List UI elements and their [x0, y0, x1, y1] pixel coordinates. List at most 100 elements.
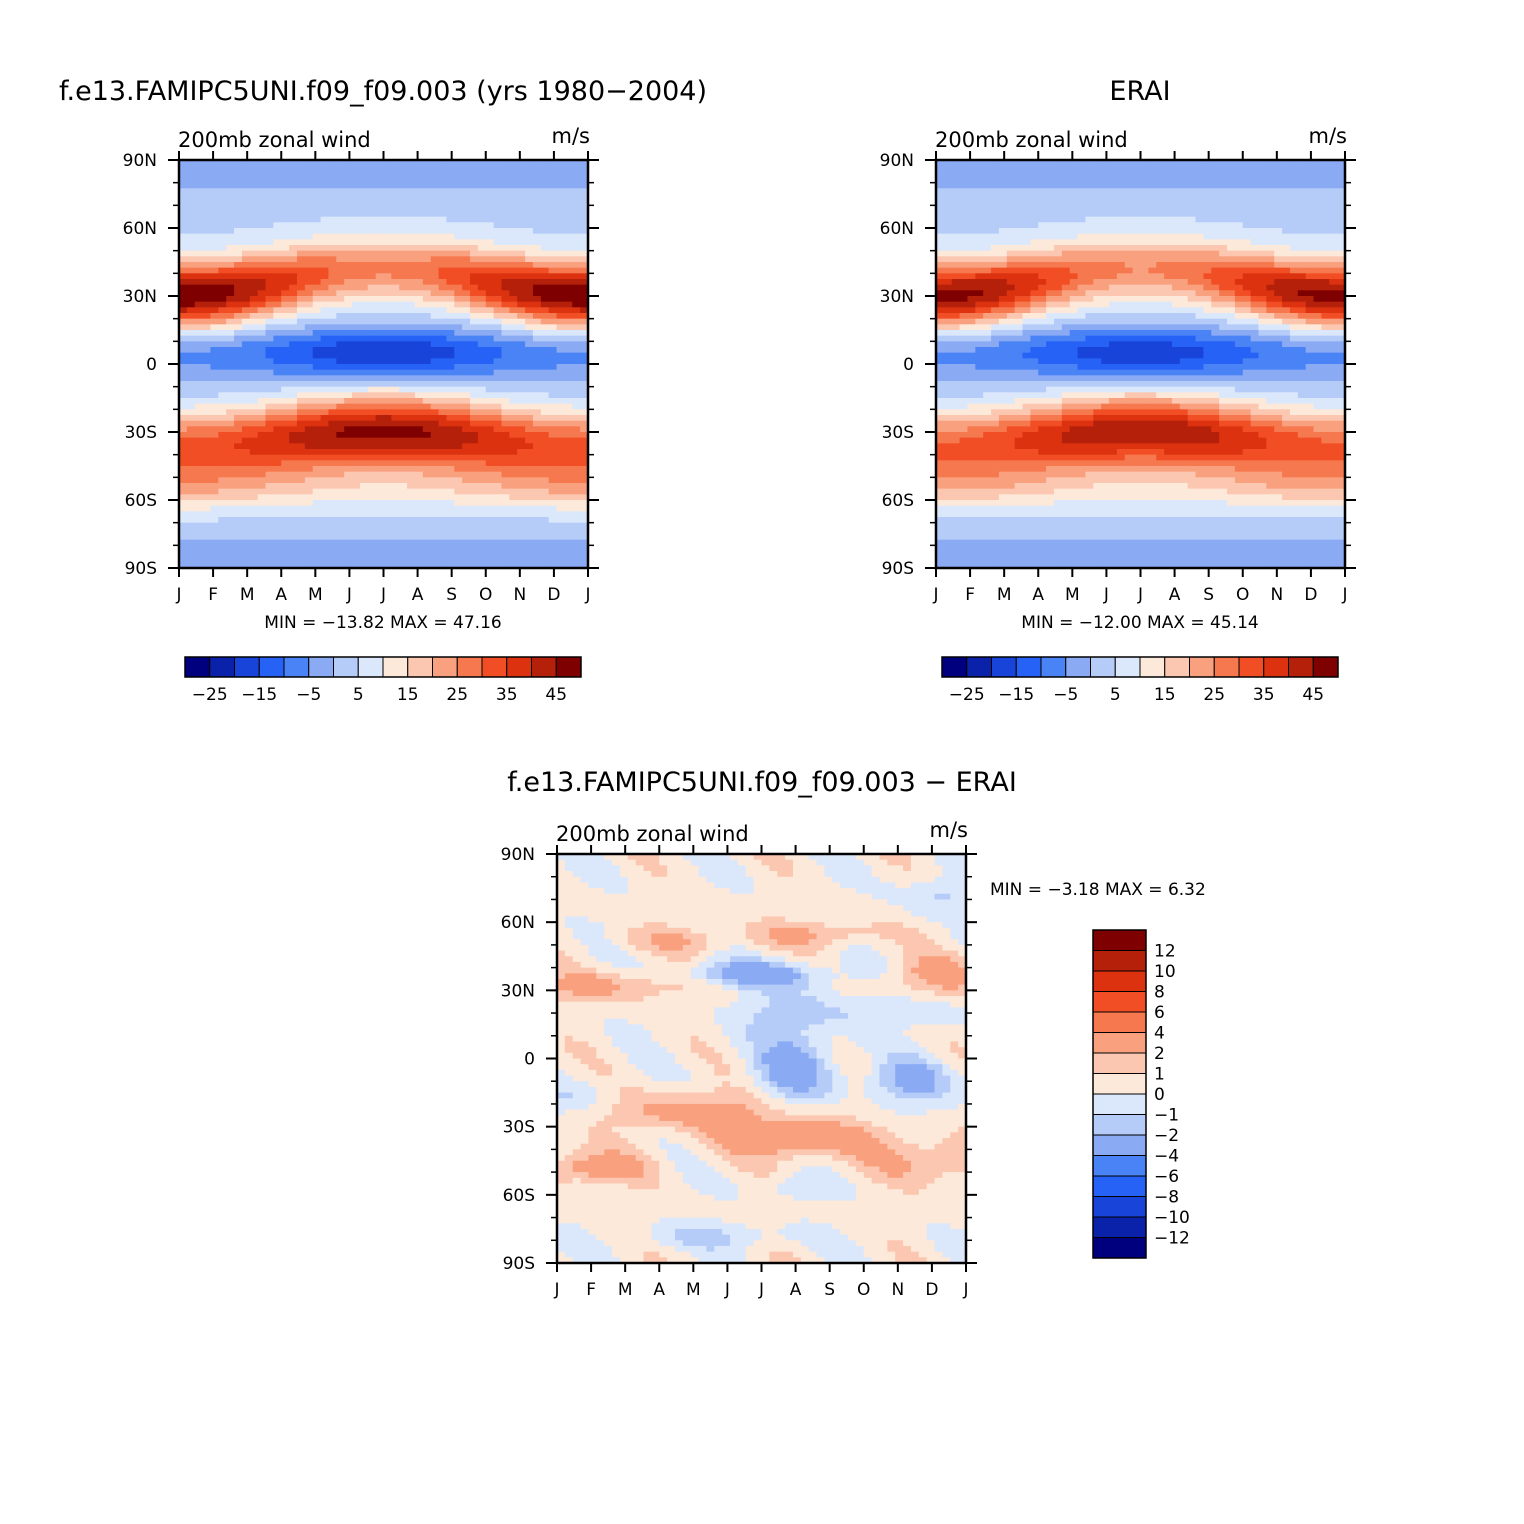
obs-cell: [1305, 250, 1315, 257]
model-cell: [462, 318, 471, 325]
model-cell: [422, 284, 432, 291]
model-cell: [446, 267, 455, 274]
obs-cell: [1006, 245, 1016, 252]
model-cell: [234, 296, 243, 303]
model-cell: [281, 188, 290, 195]
model-cell: [430, 545, 440, 552]
model-cell: [179, 517, 188, 524]
obs-cell: [967, 199, 976, 206]
model-cell: [485, 381, 495, 388]
model-cell: [249, 324, 259, 331]
obs-cell: [1250, 165, 1260, 172]
obs-cell: [991, 245, 1000, 252]
model-cell: [399, 199, 408, 206]
model-cell: [525, 245, 534, 252]
obs-cell: [1234, 262, 1244, 269]
model-cell: [493, 318, 503, 325]
model-cell: [218, 222, 227, 229]
model-cell: [289, 165, 298, 172]
model-cell: [414, 358, 424, 365]
model-cell: [572, 494, 581, 501]
model-cell: [525, 539, 534, 546]
obs-cell: [975, 188, 984, 195]
model-cell: [234, 477, 243, 484]
model-cell: [210, 488, 219, 495]
model-cell: [257, 194, 267, 201]
model-cell: [202, 279, 212, 286]
obs-cell: [1006, 165, 1016, 172]
obs-cell: [1313, 273, 1323, 280]
model-cell: [312, 358, 322, 365]
obs-cell: [951, 262, 961, 269]
model-cell: [525, 352, 534, 359]
obs-cell: [943, 245, 953, 252]
model-cell: [399, 228, 408, 235]
model-cell: [257, 205, 267, 212]
model-cell: [273, 392, 282, 399]
obs-cell: [1195, 216, 1205, 223]
model-cell: [517, 528, 526, 535]
model-cell: [540, 460, 550, 467]
obs-cell: [1337, 245, 1346, 252]
model-cell: [414, 534, 424, 541]
obs-cell: [1258, 256, 1267, 263]
model-cell: [414, 488, 424, 495]
model-cell: [422, 352, 432, 359]
model-cell: [446, 233, 455, 240]
model-cell: [281, 177, 290, 184]
model-cell: [517, 556, 526, 563]
obs-cell: [1329, 273, 1338, 280]
obs-cell: [1077, 222, 1087, 229]
model-cell: [532, 494, 542, 501]
model-cell: [407, 284, 416, 291]
obs-cell: [1014, 211, 1024, 218]
model-cell: [375, 267, 385, 274]
model-cell: [454, 454, 463, 461]
model-cell: [532, 528, 542, 535]
model-cell: [186, 262, 196, 269]
model-cell: [509, 199, 518, 206]
model-cell: [304, 432, 314, 439]
model-cell: [296, 505, 306, 512]
panel1-left-label: 200mb zonal wind: [178, 128, 371, 152]
model-cell: [226, 449, 235, 456]
model-cell: [194, 494, 204, 501]
model-cell: [273, 245, 282, 252]
obs-cell: [936, 205, 945, 212]
model-cell: [202, 250, 212, 257]
model-cell: [328, 177, 337, 184]
model-cell: [422, 466, 432, 473]
obs-cell: [1038, 256, 1047, 263]
model-cell: [540, 539, 550, 546]
model-cell: [430, 471, 440, 478]
model-cell: [249, 290, 259, 297]
model-cell: [218, 386, 227, 393]
model-cell: [265, 211, 274, 218]
model-cell: [517, 228, 526, 235]
obs-cell: [1179, 233, 1189, 240]
model-cell: [367, 364, 377, 371]
model-cell: [296, 341, 306, 348]
model-cell: [265, 313, 274, 320]
model-cell: [407, 279, 416, 286]
model-cell: [399, 392, 408, 399]
obs-cell: [1124, 205, 1134, 212]
model-cell: [202, 392, 212, 399]
model-cell: [532, 562, 542, 569]
model-cell: [186, 364, 196, 371]
model-cell: [556, 313, 566, 320]
model-cell: [320, 426, 330, 433]
model-cell: [391, 437, 400, 444]
obs-cell: [1116, 262, 1126, 269]
model-cell: [234, 443, 243, 450]
model-cell: [470, 177, 479, 184]
model-cell: [296, 307, 306, 314]
model-cell: [556, 415, 566, 422]
obs-cell: [1234, 171, 1244, 178]
obs-cell: [1156, 182, 1165, 189]
model-cell: [485, 545, 495, 552]
obs-cell: [1282, 211, 1291, 218]
model-cell: [509, 415, 518, 422]
model-cell: [422, 392, 432, 399]
model-cell: [383, 239, 392, 246]
